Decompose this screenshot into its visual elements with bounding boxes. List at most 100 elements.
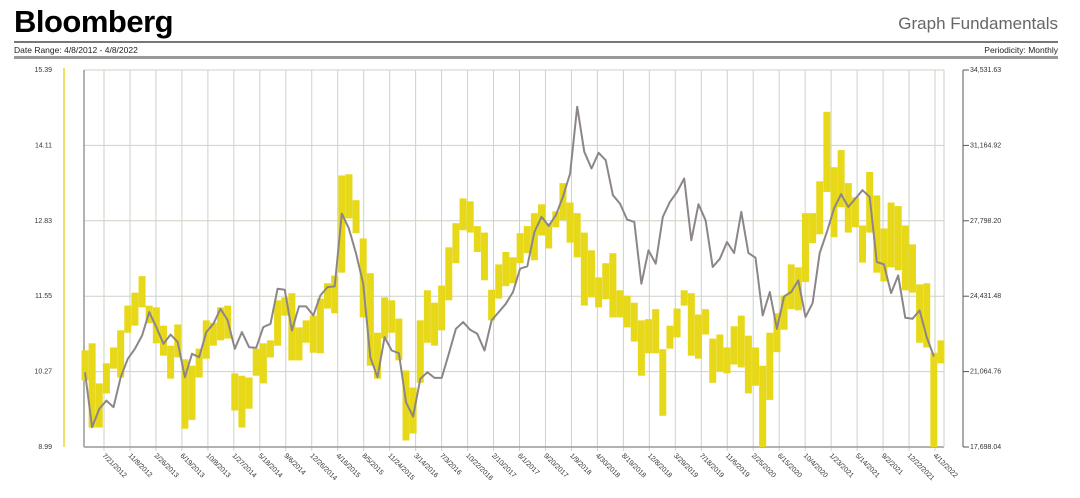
range-bar xyxy=(409,387,417,434)
range-bar xyxy=(88,343,96,428)
x-tick-label: 3/14/2016 xyxy=(412,452,439,479)
x-tick-label: 11/6/2019 xyxy=(724,452,751,479)
x-tick-label: 10/4/2020 xyxy=(802,452,829,479)
right-tick-label: 17,698.04 xyxy=(970,444,1001,451)
range-bar xyxy=(359,238,367,318)
range-bar xyxy=(181,359,189,429)
range-bar xyxy=(616,290,624,318)
range-bar xyxy=(473,226,481,253)
range-bar xyxy=(402,370,410,441)
x-tick-label: 5/14/2021 xyxy=(854,452,881,479)
range-bar xyxy=(816,181,824,235)
range-bar xyxy=(516,233,524,264)
left-tick-label: 8.99 xyxy=(38,444,52,451)
range-bar xyxy=(366,273,374,366)
header-divider xyxy=(14,41,1058,43)
range-bar xyxy=(723,347,731,374)
range-bar xyxy=(195,348,203,378)
range-bar xyxy=(559,183,567,221)
x-tick-label: 12/22/2021 xyxy=(906,452,936,482)
x-tick-label: 9/20/2017 xyxy=(542,452,569,479)
range-bar xyxy=(131,292,139,326)
right-tick-label: 27,798.20 xyxy=(970,218,1001,225)
right-tick-label: 34,531.63 xyxy=(970,67,1001,74)
range-bar xyxy=(566,202,574,243)
range-bar xyxy=(266,340,274,358)
range-bar xyxy=(645,319,653,354)
x-tick-label: 6/19/2013 xyxy=(178,452,205,479)
x-tick-label: 7/3/2016 xyxy=(438,452,462,476)
x-tick-label: 4/16/2015 xyxy=(334,452,361,479)
x-tick-label: 7/21/2012 xyxy=(101,452,128,479)
range-bar xyxy=(737,315,745,368)
x-tick-label: 6/1/2017 xyxy=(516,452,540,476)
x-tick-label: 2/25/2020 xyxy=(750,452,777,479)
left-tick-label: 12.83 xyxy=(34,218,52,225)
range-bar xyxy=(545,223,553,249)
range-bar xyxy=(652,309,660,354)
range-bar xyxy=(609,253,617,318)
range-bar xyxy=(794,267,802,311)
range-bar xyxy=(445,247,453,301)
subheader-divider xyxy=(14,56,1058,59)
range-bar xyxy=(316,298,324,354)
left-tick-label: 11.55 xyxy=(35,293,52,300)
range-bar xyxy=(837,150,845,208)
range-bar xyxy=(431,302,439,346)
range-bar xyxy=(595,277,603,308)
range-bar xyxy=(694,314,702,359)
x-tick-label: 1/27/2014 xyxy=(230,452,257,479)
range-bar xyxy=(167,345,175,379)
range-bar xyxy=(338,175,346,273)
x-tick-label: 9/2/2021 xyxy=(880,452,904,476)
range-bar xyxy=(245,377,253,409)
x-tick-label: 1/9/2018 xyxy=(568,452,592,476)
range-bar xyxy=(730,326,738,365)
left-tick-label: 10.27 xyxy=(34,369,52,376)
range-bar xyxy=(901,225,909,291)
right-tick-label: 31,164.92 xyxy=(970,142,1001,149)
range-bar xyxy=(331,275,339,314)
range-bar xyxy=(459,198,467,231)
range-bar xyxy=(552,211,560,228)
range-bar xyxy=(702,309,710,335)
range-bar xyxy=(801,213,809,283)
range-bar xyxy=(438,285,446,331)
date-range: Date Range: 4/8/2012 - 4/8/2022 xyxy=(14,45,138,55)
range-bar xyxy=(480,232,488,281)
range-bar xyxy=(416,320,424,383)
range-bar xyxy=(295,327,303,361)
range-bar xyxy=(138,276,146,308)
range-bar xyxy=(395,318,403,361)
range-bar xyxy=(373,332,381,379)
range-bar xyxy=(209,322,217,346)
bloomberg-logo: Bloomberg xyxy=(14,4,174,39)
range-bar xyxy=(495,264,503,299)
range-bar xyxy=(124,305,132,333)
right-tick-label: 21,064.76 xyxy=(970,369,1001,376)
range-bar xyxy=(773,313,781,353)
periodicity: Periodicity: Monthly xyxy=(984,45,1058,55)
range-bar xyxy=(666,325,674,349)
range-bar xyxy=(937,340,945,364)
range-bar xyxy=(259,343,267,384)
range-bar xyxy=(231,373,239,411)
x-tick-label: 5/18/2014 xyxy=(256,452,283,479)
range-bar xyxy=(637,320,645,376)
range-bar xyxy=(680,290,688,306)
range-bar xyxy=(159,325,167,356)
range-bar xyxy=(659,349,667,416)
range-bar xyxy=(894,206,902,271)
right-tick-label: 24,431.48 xyxy=(970,293,1001,300)
x-tick-label: 8/19/2018 xyxy=(620,452,647,479)
range-bar xyxy=(823,111,831,192)
range-bar xyxy=(851,197,859,228)
x-tick-label: 3/29/2019 xyxy=(672,452,699,479)
x-tick-label: 4/30/2018 xyxy=(594,452,621,479)
range-bar xyxy=(95,383,103,428)
range-bar xyxy=(81,350,89,381)
page-title: Graph Fundamentals xyxy=(898,14,1058,33)
range-bar xyxy=(188,365,196,420)
x-tick-label: 12/26/2014 xyxy=(308,452,338,482)
